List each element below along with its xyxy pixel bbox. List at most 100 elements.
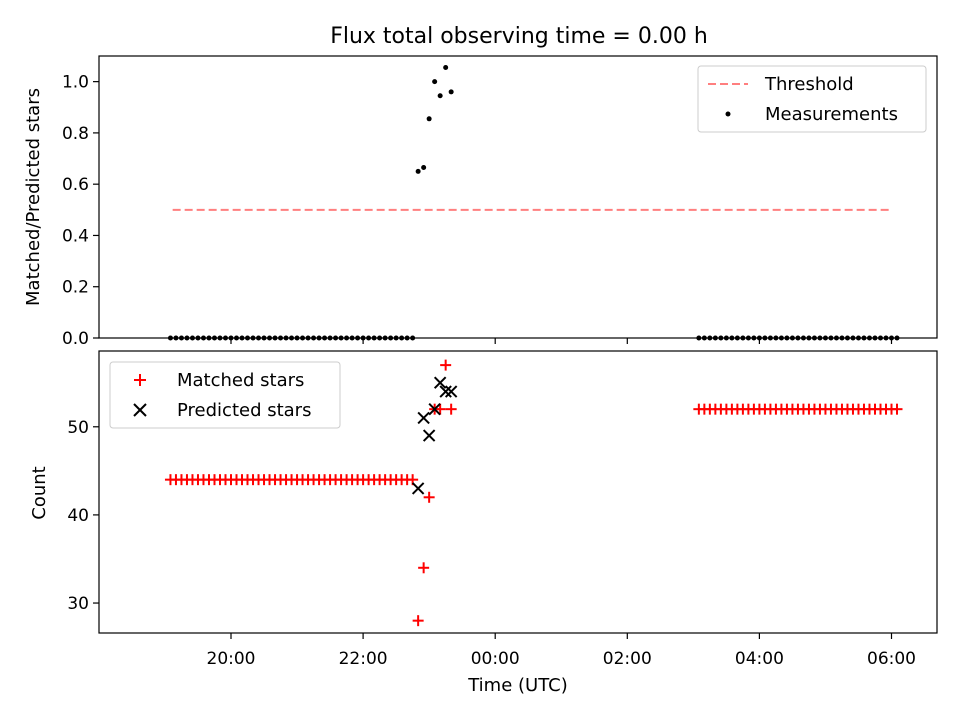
measurement-point	[448, 89, 454, 95]
matched-star-marker	[440, 359, 452, 371]
legend-predicted-swatch	[133, 403, 147, 417]
measurement-point	[239, 335, 245, 341]
measurement-point	[311, 335, 317, 341]
measurement-point	[300, 335, 306, 341]
measurement-point	[184, 335, 190, 341]
predicted-star-marker	[411, 482, 425, 495]
x-tick-label: 06:00	[867, 649, 916, 669]
measurement-point	[415, 168, 421, 174]
measurement-point	[707, 335, 713, 341]
measurement-point	[305, 335, 311, 341]
measurement-point	[388, 335, 394, 341]
measurement-point	[866, 335, 872, 341]
y-tick-label: 0.6	[62, 175, 89, 195]
legend-matched-label: Matched stars	[177, 370, 304, 391]
measurement-point	[437, 93, 443, 99]
measurement-point	[267, 335, 273, 341]
measurement-point	[272, 335, 278, 341]
top-legend: Threshold Measurements	[697, 65, 927, 133]
top-y-axis-label: Matched/Predicted stars	[23, 88, 44, 306]
measurement-point	[817, 335, 823, 341]
y-tick-label: 0.2	[62, 278, 89, 298]
measurement-point	[734, 335, 740, 341]
measurement-point	[261, 335, 267, 341]
matched-star-marker	[434, 403, 446, 415]
y-tick-label: 30	[67, 594, 89, 614]
measurement-point	[762, 335, 768, 341]
top-legend-box	[697, 65, 927, 133]
matched-star-marker	[412, 615, 424, 627]
measurement-point	[696, 335, 702, 341]
top-plot-frame	[98, 55, 938, 339]
measurement-point	[811, 335, 817, 341]
measurement-point	[426, 116, 432, 122]
measurement-point	[294, 335, 300, 341]
measurement-point	[410, 335, 416, 341]
measurement-point	[767, 335, 773, 341]
bottom-plot-frame	[98, 350, 938, 634]
legend-threshold-label: Threshold	[764, 74, 854, 95]
y-tick-label: 0.4	[62, 226, 89, 246]
measurement-point	[822, 335, 828, 341]
measurement-point	[745, 335, 751, 341]
measurement-point	[701, 335, 707, 341]
measurement-point	[833, 335, 839, 341]
measurement-point	[872, 335, 878, 341]
measurement-point	[718, 335, 724, 341]
measurement-point	[289, 335, 295, 341]
measurement-point	[432, 79, 438, 85]
measurement-point	[217, 335, 223, 341]
measurement-point	[322, 335, 328, 341]
measurement-point	[333, 335, 339, 341]
predicted-star-marker	[444, 385, 458, 398]
y-tick-label: 50	[67, 418, 89, 438]
legend-measurements-swatch	[725, 111, 731, 117]
measurements-layer	[167, 65, 900, 341]
measurement-point	[245, 335, 251, 341]
measurement-point	[200, 335, 206, 341]
y-tick-label: 40	[67, 506, 89, 526]
measurement-point	[173, 335, 179, 341]
matched-star-marker	[418, 562, 430, 574]
bottom-y-axis: 30 40 50	[67, 418, 99, 614]
measurement-point	[712, 335, 718, 341]
predicted-star-marker	[439, 385, 452, 398]
bottom-y-axis-label: Count	[29, 466, 50, 519]
x-tick-label: 02:00	[603, 649, 652, 669]
matched-star-marker	[445, 403, 457, 415]
counts-layer	[164, 359, 903, 627]
predicted-star-marker	[417, 411, 430, 425]
measurement-point	[382, 335, 388, 341]
measurement-point	[371, 335, 377, 341]
x-axis-label: Time (UTC)	[467, 675, 568, 696]
legend-matched-swatch	[134, 374, 146, 386]
measurement-point	[889, 335, 894, 341]
measurement-point	[806, 335, 812, 341]
measurement-point	[250, 335, 256, 341]
x-tick-label: 00:00	[471, 649, 520, 669]
x-tick-label: 22:00	[339, 649, 388, 669]
measurement-point	[195, 335, 201, 341]
top-plot: 0.0 0.2 0.4 0.6 0.8 1.0 Matched/Predicted sta…	[23, 55, 938, 349]
predicted-star-marker	[428, 402, 441, 416]
measurement-point	[222, 335, 228, 341]
measurement-point	[228, 335, 234, 341]
measurement-point	[729, 335, 735, 341]
measurement-point	[894, 335, 900, 341]
y-tick-label: 0.8	[62, 124, 89, 144]
measurement-point	[234, 335, 240, 341]
top-y-axis: 0.0 0.2 0.4 0.6 0.8 1.0	[62, 73, 99, 349]
measurement-point	[349, 335, 355, 341]
chart-title: Flux total observing time = 0.00 h	[330, 24, 708, 49]
measurement-point	[789, 335, 795, 341]
measurement-point	[855, 335, 861, 341]
measurement-point	[327, 335, 333, 341]
measurement-point	[189, 335, 195, 341]
legend-predicted-label: Predicted stars	[177, 400, 311, 421]
measurement-point	[211, 335, 217, 341]
bottom-legend-box	[109, 361, 341, 429]
bottom-plot: 30 40 50 20:00 22:00 00:00 02:00 04:00 06:00 Co…	[29, 350, 938, 696]
measurement-point	[844, 335, 850, 341]
measurement-point	[723, 335, 729, 341]
